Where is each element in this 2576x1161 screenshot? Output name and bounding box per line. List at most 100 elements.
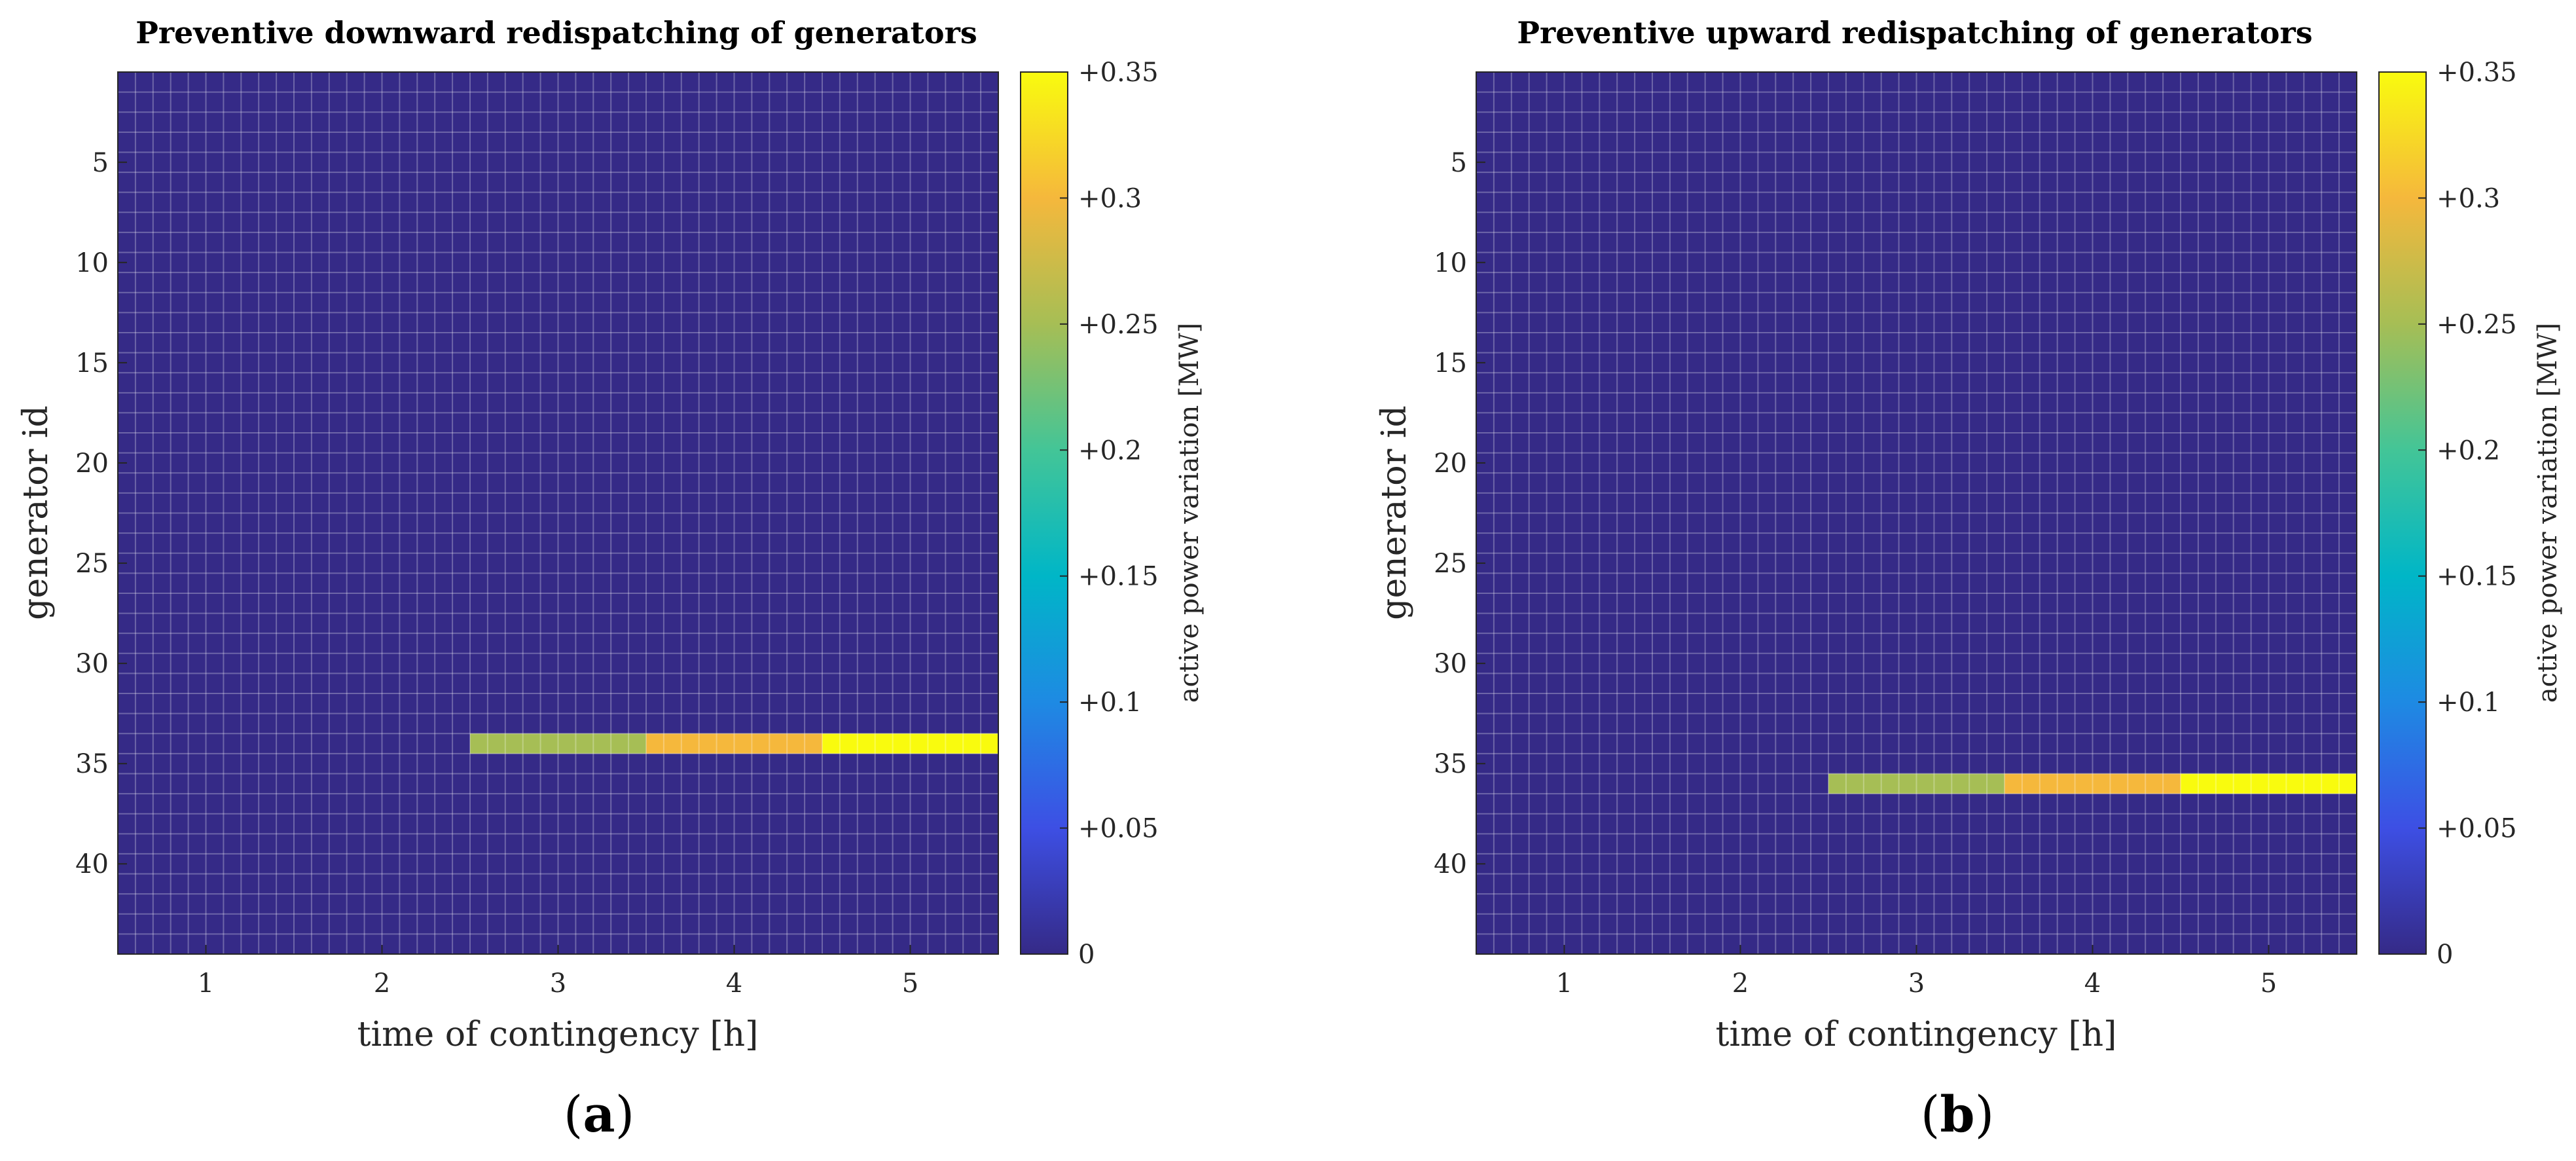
heatmap-cell: [2181, 352, 2357, 373]
heatmap-cell: [2181, 713, 2357, 734]
colorbar-ticks: 0 +0.05 +0.1 +0.15 +0.2 +0.25 +0.3 +0.35: [2418, 58, 2517, 970]
heatmap-cell: [646, 533, 823, 554]
heatmap-cell: [470, 292, 647, 313]
heatmap-cell: [294, 693, 471, 714]
heatmap-cell: [118, 72, 295, 93]
heatmap-cell: [470, 212, 647, 233]
heatmap-cell: [470, 352, 647, 373]
heatmap-cell: [2005, 392, 2181, 414]
heatmap-cell: [822, 613, 999, 634]
heatmap-cell: [118, 713, 295, 734]
heatmap-cell: [646, 212, 823, 233]
heatmap-cell: [1476, 172, 1653, 193]
heatmap-cell: [470, 252, 647, 273]
heatmap-cell: [1828, 473, 2005, 494]
heatmap-cell: [2005, 753, 2181, 775]
heatmap-cell: [646, 913, 823, 934]
heatmap-cell: [822, 853, 999, 875]
heatmap-cell: [470, 894, 647, 915]
heatmap-cell: [2005, 913, 2181, 934]
heatmap-cell: [294, 834, 471, 855]
heatmap-cell: [822, 232, 999, 253]
heatmap-cell: [1828, 272, 2005, 293]
x-tick-label: 2: [1732, 968, 1749, 999]
heatmap-cell: [294, 172, 471, 193]
heatmap-cell: [646, 894, 823, 915]
heatmap-cell: [1828, 773, 2005, 794]
heatmap-cell: [822, 513, 999, 534]
heatmap-cell: [470, 673, 647, 694]
heatmap-cell: [118, 753, 295, 775]
heatmap-cell: [1652, 593, 1829, 614]
heatmap-cell: [646, 593, 823, 614]
heatmap-cell: [2181, 753, 2357, 775]
heatmap-cell: [118, 292, 295, 313]
y-tick-label: 5: [92, 148, 109, 178]
heatmap-cell: [2005, 613, 2181, 634]
heatmap-cell: [470, 553, 647, 574]
heatmap-cell: [646, 352, 823, 373]
heatmap-cell: [118, 874, 295, 894]
x-tick-label: 2: [374, 968, 390, 999]
x-axis-label: time of contingency [h]: [357, 1015, 759, 1054]
heatmap-cell: [1828, 413, 2005, 433]
heatmap-cell: [294, 733, 471, 754]
panel-label-open: (: [1921, 1085, 1940, 1143]
heatmap-cell: [118, 513, 295, 534]
heatmap-cell: [470, 613, 647, 634]
x-tick-label: 3: [1908, 968, 1925, 999]
heatmap-cell: [1828, 794, 2005, 815]
heatmap-cell: [294, 413, 471, 433]
panel-label-letter: b: [1940, 1085, 1974, 1143]
y-axis-label: generator id: [1375, 405, 1414, 620]
heatmap-cell: [1476, 433, 1653, 454]
colorbar-gradient: [2378, 71, 2427, 955]
heatmap-cell: [822, 693, 999, 714]
heatmap-cell: [1652, 212, 1829, 233]
y-tick-label: 40: [1434, 849, 1467, 879]
heatmap-cell: [470, 913, 647, 934]
heatmap-cell: [294, 112, 471, 133]
heatmap-panel-a: Preventive downward redispatching of gen…: [16, 15, 1205, 1143]
heatmap-cell: [470, 733, 647, 754]
heatmap-cell: [822, 813, 999, 834]
heatmap-cell: [1476, 613, 1653, 634]
heatmap-cell: [646, 473, 823, 494]
heatmap-cell: [294, 272, 471, 293]
heatmap-cell: [2005, 92, 2181, 113]
heatmap-cell: [294, 673, 471, 694]
heatmap-cell: [646, 373, 823, 394]
heatmap-cell: [2005, 673, 2181, 694]
heatmap-cell: [2005, 553, 2181, 574]
heatmap-cell: [1476, 593, 1653, 614]
heatmap-cells: [1476, 72, 2357, 955]
heatmap-cell: [822, 112, 999, 133]
heatmap-cell: [822, 773, 999, 794]
heatmap-cell: [1828, 252, 2005, 273]
heatmap-cell: [2005, 152, 2181, 173]
heatmap-cell: [294, 713, 471, 734]
colorbar-tick-label: +0.2: [2437, 435, 2500, 466]
y-tick-label: 5: [1451, 148, 1467, 178]
heatmap-cell: [2181, 573, 2357, 594]
heatmap-cell: [1828, 913, 2005, 934]
heatmap-cell: [2181, 332, 2357, 354]
x-axis: 1 2 3 4 5: [1556, 945, 2277, 999]
heatmap-cell: [2181, 894, 2357, 915]
heatmap-cell: [294, 794, 471, 815]
heatmap-cell: [294, 633, 471, 654]
heatmap-cell: [1828, 533, 2005, 554]
heatmap-cell: [1828, 553, 2005, 574]
heatmap-cell: [294, 252, 471, 273]
colorbar-tick-label: +0.2: [1078, 435, 1142, 466]
heatmap-cell: [118, 473, 295, 494]
heatmap-cell: [1828, 573, 2005, 594]
heatmap-cell: [470, 753, 647, 775]
heatmap-cell: [118, 252, 295, 273]
heatmap-cell: [2005, 433, 2181, 454]
heatmap-cell: [1828, 713, 2005, 734]
heatmap-cell: [1828, 92, 2005, 113]
heatmap-cell: [1652, 292, 1829, 313]
y-tick-label: 15: [75, 348, 109, 378]
heatmap-cell: [2005, 874, 2181, 894]
